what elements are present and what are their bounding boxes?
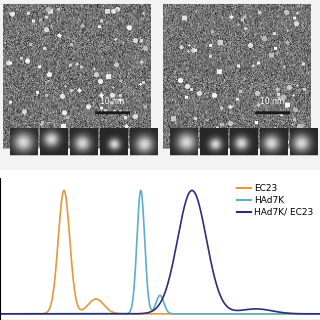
Line: EC23: EC23 — [0, 190, 320, 314]
EC23 — [0, 312, 2, 316]
EC23 — [14, 312, 18, 316]
Line: HAd7K: HAd7K — [0, 190, 320, 314]
EC23 — [309, 312, 313, 316]
EC23 — [145, 312, 149, 316]
HAd7K/ EC23 — [309, 312, 313, 316]
HAd7K/ EC23 — [250, 307, 254, 311]
Legend: EC23, HAd7K, HAd7K/ EC23: EC23, HAd7K, HAd7K/ EC23 — [236, 183, 316, 219]
HAd7K/ EC23 — [190, 188, 194, 192]
HAd7K — [139, 188, 143, 192]
HAd7K/ EC23 — [154, 307, 157, 311]
HAd7K/ EC23 — [14, 312, 18, 316]
HAd7K — [309, 312, 313, 316]
HAd7K/ EC23 — [318, 312, 320, 316]
HAd7K — [309, 312, 313, 316]
HAd7K — [318, 312, 320, 316]
HAd7K — [250, 312, 254, 316]
Text: 10 nm: 10 nm — [100, 97, 124, 106]
HAd7K/ EC23 — [0, 312, 2, 316]
HAd7K — [14, 312, 18, 316]
EC23 — [62, 188, 66, 192]
HAd7K/ EC23 — [309, 312, 313, 316]
EC23 — [309, 312, 313, 316]
HAd7K — [154, 302, 158, 306]
HAd7K — [306, 312, 310, 316]
HAd7K — [145, 282, 149, 286]
EC23 — [318, 312, 320, 316]
HAd7K — [0, 312, 2, 316]
Line: HAd7K/ EC23: HAd7K/ EC23 — [0, 190, 320, 314]
Text: 10 nm: 10 nm — [260, 97, 284, 106]
EC23 — [154, 312, 158, 316]
EC23 — [250, 312, 254, 316]
HAd7K/ EC23 — [145, 311, 149, 315]
